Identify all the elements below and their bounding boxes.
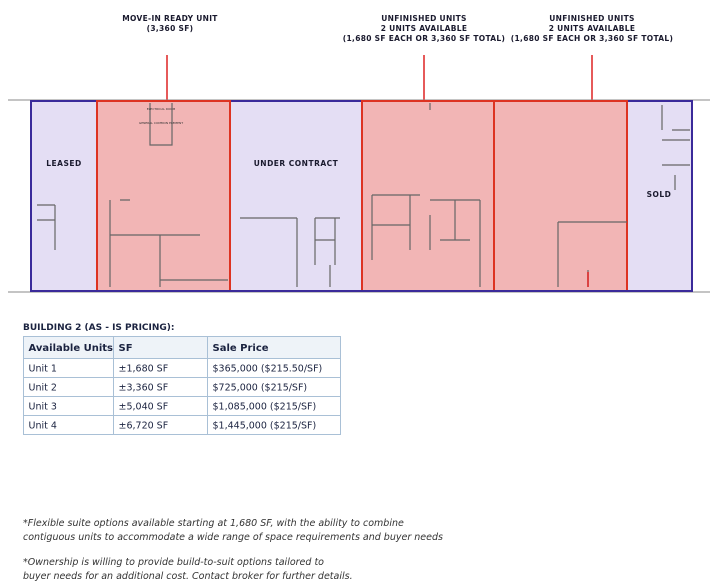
table-cell: $725,000 ($215/SF) (213, 383, 308, 394)
unit-sold (626, 100, 693, 292)
unit-label: SOLD (647, 190, 672, 199)
callout-text: (1,680 SF EACH OR 3,360 SF TOTAL) (511, 34, 673, 43)
unit-move-in (96, 100, 231, 292)
note: *Flexible suite options available starti… (23, 518, 404, 529)
floor-plan: ELECTRICAL ROOM GENERAL COMMON ELEMENT L… (8, 99, 710, 293)
note: buyer needs for an additional cost. Cont… (23, 571, 353, 582)
table-cell: $1,085,000 ($215/SF) (213, 402, 317, 413)
room-label: GENERAL COMMON ELEMENT (139, 121, 183, 125)
unit-leased (30, 100, 98, 292)
unit-unfinished (361, 100, 495, 292)
unit-under-contract (229, 100, 363, 292)
table-cell: ±1,680 SF (119, 364, 169, 375)
pricing-table: BUILDING 2 (AS - IS PRICING): Available … (23, 323, 341, 435)
callout-text: 2 UNITS AVAILABLE (381, 24, 468, 33)
table-title: BUILDING 2 (AS - IS PRICING): (23, 323, 175, 333)
interior-walls (37, 103, 690, 287)
callout-text: UNFINISHED UNITS (381, 14, 466, 23)
callout-text: (3,360 SF) (147, 24, 194, 33)
unit-label: LEASED (46, 159, 81, 168)
callouts: MOVE-IN READY UNIT (3,360 SF) UNFINISHED… (122, 14, 673, 100)
table-cell: ±3,360 SF (119, 383, 169, 394)
table-cell: ±6,720 SF (119, 421, 169, 432)
table-cell: Unit 3 (29, 402, 57, 413)
table-cell: Unit 4 (29, 421, 57, 432)
room-label: ELECTRICAL ROOM (147, 107, 176, 111)
table-header: Available Units (29, 343, 114, 354)
notes: *Flexible suite options available starti… (23, 518, 443, 582)
table-cell: $365,000 ($215.50/SF) (213, 364, 323, 375)
unit-label: UNDER CONTRACT (254, 159, 339, 168)
table-cell: $1,445,000 ($215/SF) (213, 421, 317, 432)
table-header: Sale Price (213, 343, 269, 354)
table-cell: Unit 2 (29, 383, 57, 394)
callout-text: UNFINISHED UNITS (549, 14, 634, 23)
callout-text: MOVE-IN READY UNIT (122, 14, 218, 23)
table-cells: Available Units SF Sale Price Unit 1 ±1,680 … (23, 336, 341, 435)
table-cell: ±5,040 SF (119, 402, 169, 413)
unit-unfinished (493, 100, 628, 292)
note: *Ownership is willing to provide build-t… (23, 557, 324, 568)
note: contiguous units to accommodate a wide r… (23, 532, 443, 543)
table-header: SF (119, 343, 133, 354)
table-cell: Unit 1 (29, 364, 57, 375)
callout-text: 2 UNITS AVAILABLE (549, 24, 636, 33)
callout-text: (1,680 SF EACH OR 3,360 SF TOTAL) (343, 34, 505, 43)
